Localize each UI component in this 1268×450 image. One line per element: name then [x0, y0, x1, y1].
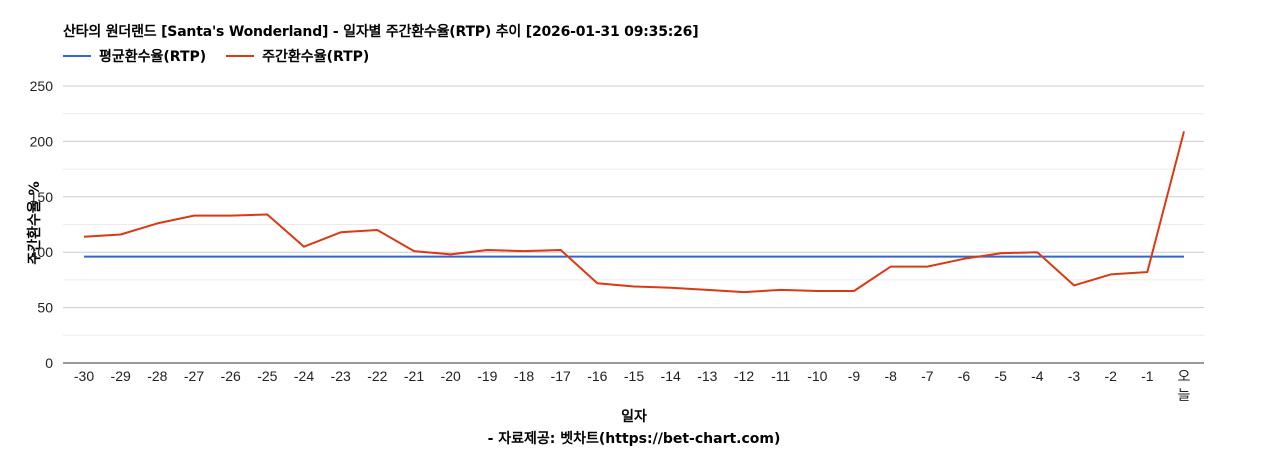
x-tick-label: -18: [514, 368, 534, 384]
y-tick-label: 0: [45, 355, 53, 371]
legend: 평균환수율(RTP) 주간환수율(RTP): [63, 46, 369, 66]
x-tick-label: -5: [994, 368, 1007, 384]
x-tick-label: -21: [404, 368, 424, 384]
x-tick-label: -14: [661, 368, 681, 384]
x-tick-label: -12: [734, 368, 754, 384]
y-tick-label: 100: [30, 244, 54, 260]
x-tick-label: -16: [587, 368, 607, 384]
series-line-weekly-rtp[interactable]: [83, 131, 1185, 294]
x-tick-label: -4: [1031, 368, 1044, 384]
x-tick-label: -24: [294, 368, 314, 384]
x-tick-label: -25: [257, 368, 277, 384]
x-tick-label: -29: [111, 368, 131, 384]
x-tick-label: -30: [74, 368, 94, 384]
legend-item-average[interactable]: 평균환수율(RTP): [63, 46, 206, 66]
x-tick-label: -2: [1104, 368, 1117, 384]
y-tick-label: 50: [37, 300, 53, 316]
x-tick-label: -19: [477, 368, 497, 384]
x-tick-label: -6: [958, 368, 971, 384]
legend-label-average: 평균환수율(RTP): [99, 49, 207, 65]
x-tick-label: -17: [551, 368, 571, 384]
x-tick-label: -10: [807, 368, 827, 384]
x-tick-label: -11: [771, 368, 790, 384]
legend-item-weekly[interactable]: 주간환수율(RTP): [226, 46, 369, 66]
x-tick-label: -9: [848, 368, 861, 384]
x-tick-label: -22: [367, 368, 387, 384]
x-tick-label: -3: [1068, 368, 1081, 384]
x-tick-label: -20: [441, 368, 461, 384]
x-axis-label: 일자: [621, 409, 647, 425]
source-credit: - 자료제공: 벳차트(https://bet-chart.com): [487, 431, 781, 447]
legend-swatch-average: [63, 55, 91, 57]
x-tick-label: -7: [921, 368, 934, 384]
x-tick-label: -27: [184, 368, 204, 384]
x-tick-label: -28: [147, 368, 167, 384]
x-tick-label: -23: [331, 368, 351, 384]
legend-label-weekly: 주간환수율(RTP): [262, 49, 370, 65]
legend-swatch-weekly: [226, 55, 255, 57]
y-tick-label: 250: [30, 78, 54, 94]
chart-title: 산타의 원더랜드 [Santa's Wonderland] - 일자별 주간환수…: [63, 24, 699, 40]
x-tick-label: -15: [624, 368, 644, 384]
x-tick-label: -1: [1141, 368, 1154, 384]
x-tick-label: 늘: [1178, 387, 1191, 403]
y-tick-label: 150: [30, 189, 54, 205]
x-tick-label: 오: [1178, 368, 1191, 384]
y-tick-label: 200: [30, 133, 54, 149]
x-tick-label: -8: [884, 368, 897, 384]
x-tick-label: -26: [221, 368, 241, 384]
x-tick-label: -13: [697, 368, 717, 384]
